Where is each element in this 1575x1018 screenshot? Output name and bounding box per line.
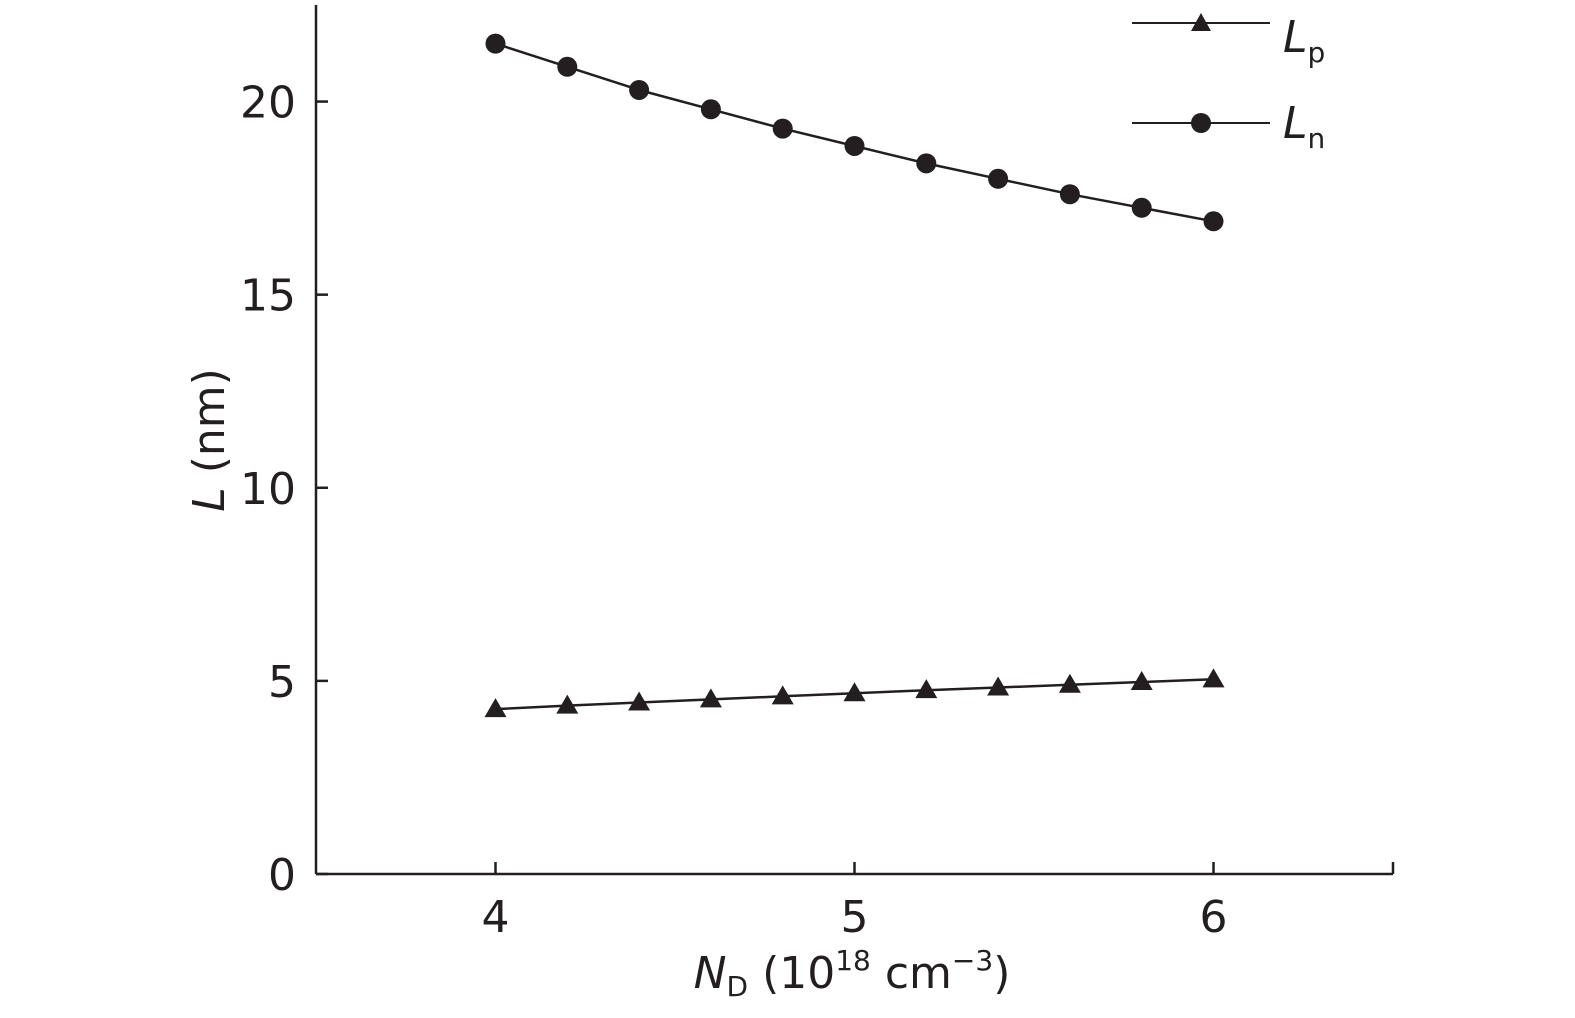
y-axis-label: L (nm): [184, 368, 235, 512]
legend-marker-lp: [1191, 13, 1211, 31]
y-tick-label: 20: [240, 78, 296, 129]
axes: [314, 5, 1395, 876]
legend-label-lp: Lp: [1283, 12, 1325, 69]
data-point-ln: [988, 168, 1009, 189]
y-tick-label: 15: [240, 271, 296, 322]
legend-item-ln: Ln: [1132, 98, 1325, 155]
legend-item-lp: Lp: [1132, 12, 1325, 69]
x-tick-label: 4: [482, 892, 510, 943]
data-point-ln: [1059, 184, 1080, 205]
x-axis-label: ND (1018 cm−3): [694, 944, 1011, 1003]
legend-label-ln: Ln: [1283, 98, 1325, 155]
y-tick-label: 5: [268, 657, 296, 708]
data-point-ln: [1203, 211, 1224, 232]
y-tick-label: 10: [240, 464, 296, 515]
series-layer: [484, 33, 1225, 718]
data-point-ln: [844, 135, 865, 156]
data-point-lp: [987, 676, 1010, 696]
x-ticks: 4 5 6: [482, 862, 1228, 943]
series-lp: [484, 668, 1225, 718]
data-point-ln: [629, 79, 650, 100]
data-point-lp: [484, 698, 507, 718]
y-ticks: 0 5 10 15 20: [240, 78, 328, 901]
data-point-ln: [1131, 197, 1152, 218]
series-line-ln: [495, 42, 1214, 223]
y-tick-label: 0: [268, 850, 296, 901]
data-point-ln: [916, 153, 937, 174]
data-point-lp: [1130, 671, 1153, 691]
data-point-lp: [1202, 668, 1225, 688]
data-point-lp: [628, 691, 651, 711]
data-point-ln: [557, 56, 578, 77]
data-point-lp: [771, 685, 794, 705]
legend: Lp Ln: [1132, 12, 1325, 155]
legend-marker-ln: [1191, 113, 1211, 133]
data-point-ln: [485, 33, 506, 54]
series-ln: [485, 33, 1224, 232]
data-point-lp: [1058, 673, 1081, 693]
data-point-lp: [556, 694, 579, 714]
data-point-lp: [699, 688, 722, 708]
data-point-ln: [700, 99, 721, 120]
x-tick-label: 5: [841, 892, 869, 943]
data-point-lp: [915, 679, 938, 699]
data-point-lp: [843, 682, 866, 702]
data-point-ln: [772, 118, 793, 139]
x-tick-label: 6: [1200, 892, 1228, 943]
